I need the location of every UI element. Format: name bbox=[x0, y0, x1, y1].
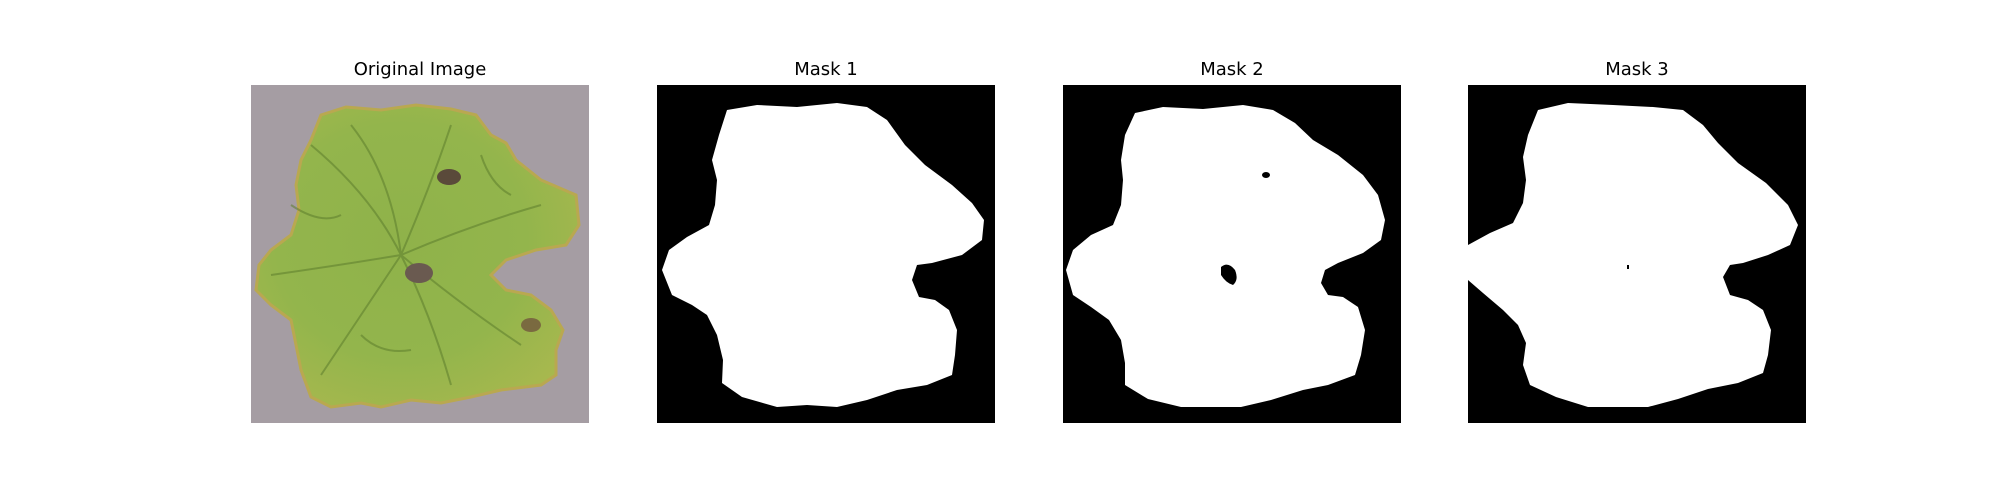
mask-3-panel bbox=[1468, 85, 1806, 423]
mask-region bbox=[1468, 103, 1798, 407]
mask-2-image bbox=[1063, 85, 1401, 423]
mask-hole bbox=[1221, 264, 1237, 285]
leaf-spot bbox=[521, 318, 541, 332]
original-image-title: Original Image bbox=[353, 59, 487, 80]
mask-3-title: Mask 3 bbox=[1605, 59, 1669, 80]
mask-2-panel bbox=[1063, 85, 1401, 423]
mask-hole bbox=[1627, 265, 1629, 269]
mask-3-image bbox=[1468, 85, 1806, 423]
mask-1-image bbox=[657, 85, 995, 423]
leaf-hole bbox=[405, 263, 433, 283]
leaf-hole bbox=[437, 169, 461, 185]
leaf-shape bbox=[254, 103, 581, 409]
mask-1-title: Mask 1 bbox=[794, 59, 858, 80]
original-image-panel bbox=[251, 85, 589, 423]
mask-region bbox=[662, 103, 984, 407]
mask-hole bbox=[1262, 172, 1270, 178]
mask-1-panel bbox=[657, 85, 995, 423]
leaf-photo bbox=[251, 85, 589, 423]
mask-region bbox=[1066, 105, 1385, 407]
mask-2-title: Mask 2 bbox=[1200, 59, 1264, 80]
